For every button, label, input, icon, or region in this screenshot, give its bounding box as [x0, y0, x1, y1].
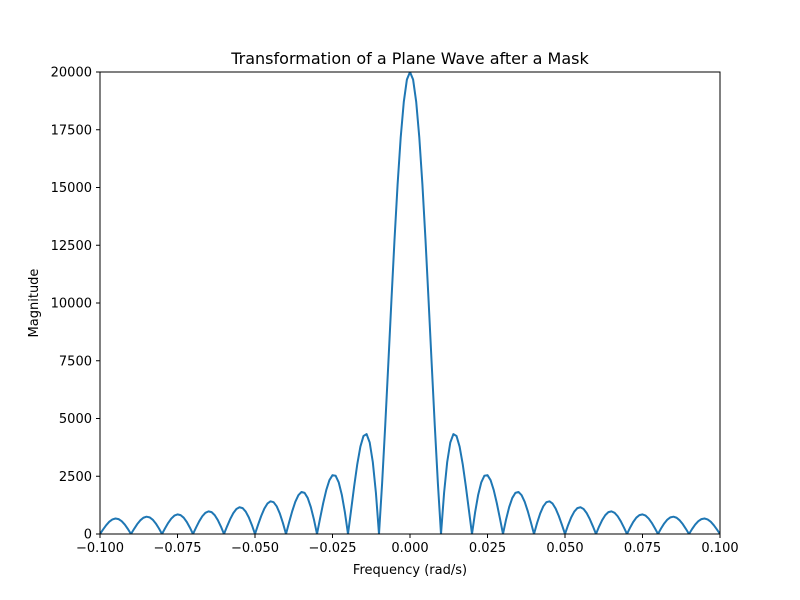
x-tick-label: 0.025 — [469, 541, 506, 556]
x-axis-label: Frequency (rad/s) — [353, 563, 467, 578]
x-tick-label: 0.075 — [624, 541, 661, 556]
y-tick-label: 12500 — [51, 239, 92, 254]
x-tick-label: 0.050 — [546, 541, 583, 556]
y-tick-label: 20000 — [51, 66, 92, 81]
x-tick-label: −0.075 — [153, 541, 201, 556]
x-tick-label: 0.000 — [391, 541, 428, 556]
y-tick-label: 17500 — [51, 123, 92, 138]
y-tick-label: 7500 — [59, 354, 92, 369]
y-tick-label: 5000 — [59, 412, 92, 427]
x-tick-label: −0.100 — [76, 541, 124, 556]
y-tick-label: 10000 — [51, 297, 92, 312]
x-tick-label: −0.025 — [308, 541, 356, 556]
x-tick-label: −0.050 — [231, 541, 279, 556]
y-tick-label: 15000 — [51, 181, 92, 196]
chart-title: Transformation of a Plane Wave after a M… — [230, 49, 589, 68]
y-axis-label: Magnitude — [27, 269, 42, 338]
y-tick-label: 0 — [84, 528, 92, 543]
x-tick-label: 0.100 — [701, 541, 738, 556]
y-tick-label: 2500 — [59, 470, 92, 485]
